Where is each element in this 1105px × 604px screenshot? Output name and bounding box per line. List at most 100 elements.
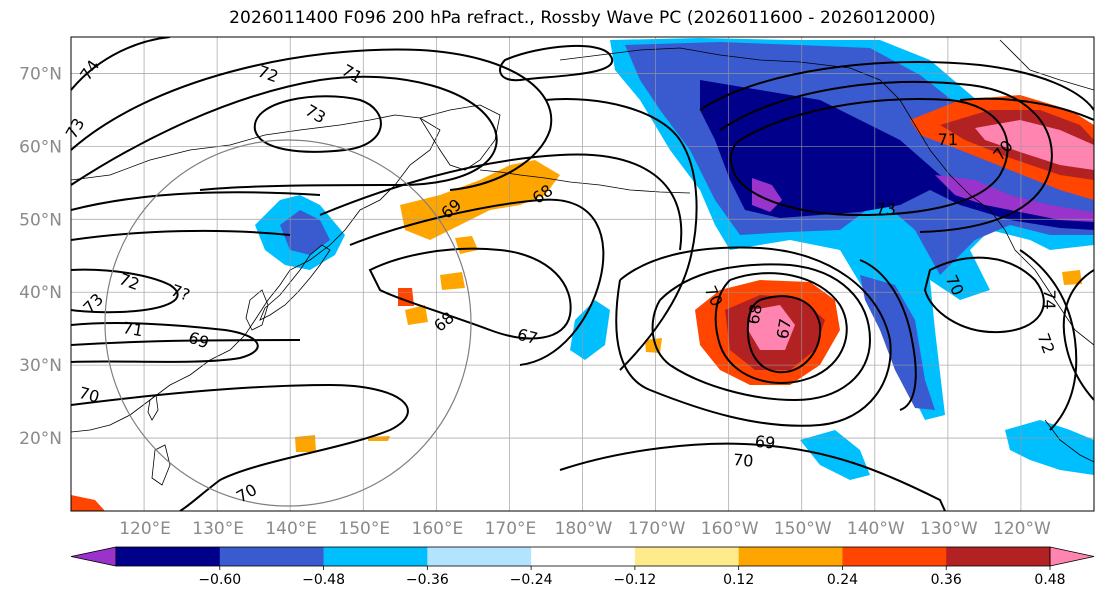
longitude-label: 120°W (993, 519, 1051, 539)
contour-line-east-4 (859, 259, 917, 411)
colorbar-tick-label: 0.24 (827, 572, 858, 588)
colorbar-box (219, 547, 325, 566)
longitude-label: 150°W (774, 519, 832, 539)
contour-label: 74 (1040, 289, 1059, 309)
contour-line-71 (71, 48, 553, 191)
negative-anomaly-region-south (800, 430, 870, 480)
colorbar: −0.60 −0.48 −0.36 −0.24 −0.12 0.12 0.24 0.36 0.4… (70, 546, 1095, 588)
reference-circle (104, 139, 472, 507)
longitude-label: 160°W (701, 519, 759, 539)
contour-line-68-hawaii (714, 272, 848, 384)
latitude-label: 50°N (19, 210, 62, 230)
colorbar-box (738, 547, 843, 566)
contour-line-74 (71, 37, 171, 91)
contour-line-71-asia (71, 229, 291, 241)
positive-anomaly-region-small-3 (405, 305, 428, 325)
map-frame (70, 36, 1095, 512)
contour-label: 73 (79, 290, 107, 318)
contour-line-east-2 (1019, 249, 1078, 431)
negative-anomaly-region-dark-blue (700, 80, 1094, 230)
contour-label: 67 (515, 325, 540, 349)
colorbar-outline (115, 546, 1051, 567)
kamchatka-outline (419, 104, 501, 171)
contour-line-72-west (71, 268, 179, 314)
colorbar-tick-label: −0.36 (406, 572, 449, 588)
contour-line-72-alaska (719, 81, 1053, 233)
colorbar-extend-high (1049, 546, 1095, 567)
coastline-layer (71, 39, 1094, 486)
contour-line-73-alaska (729, 98, 1009, 217)
colorbar-tick-label: 0.48 (1034, 572, 1065, 588)
longitude-label: 180°W (555, 519, 613, 539)
latitude-label: 30°N (19, 356, 62, 376)
contour-label: 73 (302, 101, 329, 128)
negative-anomaly-region-central-pacific (570, 300, 610, 360)
contour-label: 70 (732, 450, 754, 471)
contour-line-east-3 (1062, 269, 1094, 401)
philippines-outline (151, 444, 171, 486)
contour-line-70-south (559, 442, 946, 511)
longitude-labels: 120°E 130°E 140°E 150°E 160°E 170°E 180°W 170°W… (119, 519, 1051, 539)
contour-label: 72 (1034, 331, 1059, 357)
colorbar-tick-label: −0.24 (510, 572, 553, 588)
colorbar-box (634, 547, 740, 566)
negative-anomaly-region-japan-core (280, 210, 330, 255)
contour-line-70-north (71, 191, 321, 211)
negative-anomaly-region-southeast (1005, 420, 1094, 475)
contour-label: 69 (186, 328, 212, 353)
contour-line-70-asia (71, 383, 409, 511)
longitude-label: 160°E (412, 519, 464, 539)
contour-label: 68 (744, 303, 766, 326)
contour-line-67-hawaii (746, 295, 822, 374)
north-america-inland (999, 39, 1094, 91)
colorbar-box (427, 547, 532, 566)
positive-anomaly-region-small-5 (295, 435, 316, 452)
contour-line-east-1 (923, 256, 1045, 334)
contour-line-69 (319, 153, 683, 251)
contour-label: 71 (938, 130, 958, 149)
colorbar-tick-label: −0.60 (198, 572, 241, 588)
contour-label: 70 (233, 480, 260, 507)
contour-line-69-asia (71, 339, 301, 346)
colorbar-box (323, 547, 428, 566)
negative-anomaly-region-purple-2 (752, 178, 782, 212)
latitude-labels: 70°N 60°N 50°N 40°N 30°N 20°N (19, 64, 62, 449)
contour-line-67 (368, 247, 572, 340)
contour-line-69-hawaii (651, 263, 872, 402)
colorbar-tick-label: 0.12 (723, 572, 754, 588)
longitude-label: 170°E (485, 519, 537, 539)
asia-coastline (71, 114, 441, 433)
positive-anomaly-region-small-1 (440, 272, 465, 290)
longitude-label: 170°W (628, 519, 686, 539)
colorbar-tick-label: −0.12 (613, 572, 656, 588)
colorbar-box (116, 547, 221, 566)
positive-anomaly-region-hawaii-north-peak (748, 305, 795, 350)
contour-line-71-alaska (699, 61, 1094, 111)
longitude-label: 120°E (119, 519, 171, 539)
contour-line-68 (349, 198, 605, 366)
contour-line-73-north (253, 95, 382, 153)
contour-line-mid-pacific (544, 98, 698, 371)
longitude-label: 130°W (920, 519, 978, 539)
colorbar-extend-low (70, 546, 117, 567)
refractive-index-contours (71, 37, 1094, 511)
positive-anomaly-region-small-4 (455, 236, 478, 254)
negative-anomaly-region-purple (935, 175, 1094, 222)
colorbar-box (842, 547, 947, 566)
latitude-label: 20°N (19, 429, 62, 449)
contour-line-72 (71, 75, 498, 191)
contour-label: 71 (339, 61, 366, 88)
longitude-label: 150°E (338, 519, 390, 539)
colorbar-tick-label: 0.36 (931, 572, 962, 588)
mexico-coast (1044, 419, 1094, 463)
longitude-label: 130°E (192, 519, 244, 539)
contour-label: 69 (754, 432, 776, 453)
contour-line-70-nw (959, 97, 1094, 121)
positive-anomaly-region-corner (71, 495, 105, 511)
positive-anomaly-region-small-6 (368, 436, 390, 441)
contour-label: 72 (116, 269, 142, 294)
latitude-label: 60°N (19, 137, 62, 157)
longitude-label: 140°E (265, 519, 317, 539)
map-title: 2026011400 F096 200 hPa refract., Rossby… (229, 8, 936, 28)
